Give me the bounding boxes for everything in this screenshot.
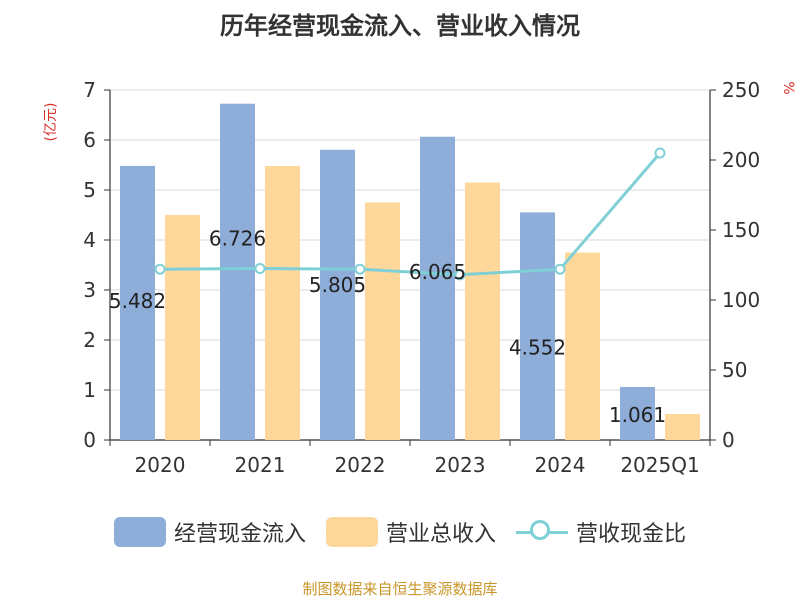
left-axis-tick-label: 0 xyxy=(83,428,96,452)
bar-cash-inflow xyxy=(420,136,455,440)
legend-swatch-cash-inflow xyxy=(113,517,166,547)
bar-cash-inflow xyxy=(520,212,555,440)
bar-cash-inflow xyxy=(320,149,355,440)
left-axis-tick-label: 5 xyxy=(83,178,96,202)
chart-legend: 经营现金流入 营业总收入 营收现金比 xyxy=(0,516,800,548)
bar-revenue xyxy=(365,202,400,440)
x-axis-category-label: 2022 xyxy=(335,453,386,477)
legend-label-cash-inflow: 经营现金流入 xyxy=(173,522,306,547)
ratio-point xyxy=(254,263,266,274)
right-axis-tick-label: 250 xyxy=(722,78,760,102)
left-axis-tick-label: 3 xyxy=(83,278,96,302)
data-label-cash-inflow: 5.482 xyxy=(109,289,166,313)
left-axis-tick-label: 2 xyxy=(83,328,96,352)
legend-item-ratio[interactable]: 营收现金比 xyxy=(516,516,686,548)
left-axis-tick-label: 6 xyxy=(83,128,96,152)
legend-label-revenue: 营业总收入 xyxy=(385,522,496,547)
ratio-point xyxy=(554,263,566,275)
left-axis-tick-label: 1 xyxy=(83,378,96,402)
data-label-cash-inflow: 5.805 xyxy=(309,273,366,297)
left-axis-tick-label: 4 xyxy=(83,228,96,252)
ratio-point xyxy=(654,147,666,159)
legend-label-ratio: 营收现金比 xyxy=(576,522,687,547)
ratio-point xyxy=(454,269,466,281)
data-source-note: 制图数据来自恒生聚源数据库 xyxy=(302,580,498,598)
right-axis-tick-label: 150 xyxy=(722,218,760,242)
x-axis-category-label: 2020 xyxy=(135,453,186,477)
legend-item-revenue[interactable]: 营业总收入 xyxy=(325,516,496,548)
x-axis-category-label: 2023 xyxy=(435,453,486,477)
right-axis-tick-label: 0 xyxy=(722,428,735,452)
right-axis-tick-label: 50 xyxy=(722,358,747,382)
legend-swatch-revenue xyxy=(325,517,378,547)
x-axis-category-label: 2024 xyxy=(535,453,586,477)
bar-revenue xyxy=(165,215,200,440)
legend-item-cash-inflow[interactable]: 经营现金流入 xyxy=(113,516,306,548)
left-axis-tick-label: 7 xyxy=(83,78,96,102)
bar-revenue xyxy=(665,414,700,440)
data-label-cash-inflow: 6.726 xyxy=(209,227,266,251)
x-axis-category-label: 2021 xyxy=(235,453,286,477)
bar-cash-inflow xyxy=(220,103,255,440)
bar-revenue xyxy=(265,166,300,440)
bar-cash-inflow xyxy=(120,165,155,440)
bar-cash-inflow xyxy=(620,386,655,440)
legend-swatch-ratio xyxy=(516,517,568,547)
right-axis-tick-label: 200 xyxy=(722,148,760,172)
right-axis-tick-label: 100 xyxy=(722,288,760,312)
bar-revenue xyxy=(565,252,600,440)
ratio-point xyxy=(354,263,366,275)
chart-title: 历年经营现金流入、营业收入情况 xyxy=(220,12,580,40)
ratio-point xyxy=(154,263,166,275)
ratio-line xyxy=(159,152,662,277)
x-axis-category-label: 2025Q1 xyxy=(620,453,699,477)
bar-revenue xyxy=(465,182,500,440)
data-label-cash-inflow: 6.065 xyxy=(409,260,466,284)
data-label-cash-inflow: 4.552 xyxy=(509,335,566,359)
data-label-cash-inflow: 1.061 xyxy=(609,403,666,427)
